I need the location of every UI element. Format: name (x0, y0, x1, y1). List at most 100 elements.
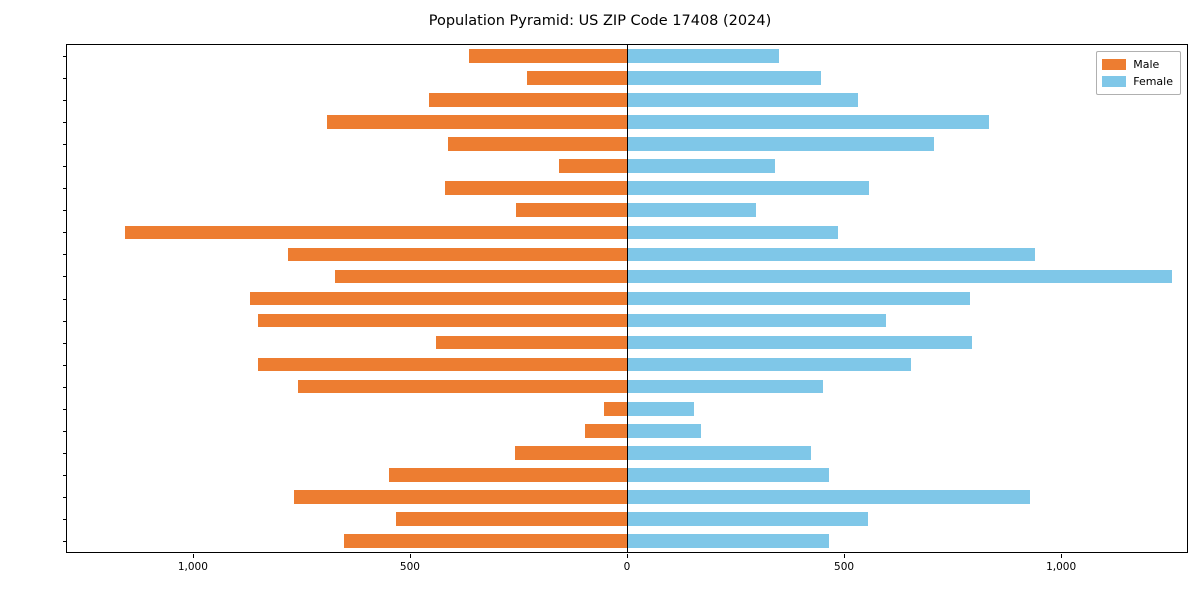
y-axis-tick-mark (63, 100, 67, 102)
y-axis-tick-mark (63, 122, 67, 124)
x-axis-tick-mark (1061, 554, 1063, 558)
bar-row (67, 115, 1187, 129)
bar-female[interactable] (627, 269, 1172, 284)
bar-row (67, 357, 1187, 372)
bar-male[interactable] (444, 181, 627, 196)
bar-row (67, 291, 1187, 306)
bar-row (67, 423, 1187, 438)
bar-row (67, 181, 1187, 196)
bar-female[interactable] (627, 115, 989, 129)
bar-female[interactable] (627, 247, 1036, 262)
y-axis-tick-mark (63, 364, 67, 366)
bar-row (67, 379, 1187, 394)
y-axis-tick-mark (63, 232, 67, 234)
bar-row (67, 512, 1187, 526)
bar-row (67, 225, 1187, 240)
bar-row (67, 203, 1187, 218)
bar-row (67, 534, 1187, 548)
bar-female[interactable] (627, 335, 973, 350)
y-axis-tick-mark (63, 408, 67, 410)
bar-male[interactable] (469, 49, 627, 63)
bar-male[interactable] (343, 534, 627, 548)
bar-female[interactable] (627, 468, 830, 482)
legend-swatch-female (1102, 76, 1127, 87)
x-axis-tick-label: 1,000 (177, 561, 208, 573)
y-axis-tick-mark (63, 276, 67, 278)
bar-male[interactable] (326, 115, 627, 129)
bar-female[interactable] (627, 445, 811, 460)
bar-row (67, 269, 1187, 284)
y-axis-tick-mark (63, 320, 67, 322)
y-axis-tick-mark (63, 166, 67, 168)
x-axis-tick-label: 500 (834, 561, 855, 573)
bar-male[interactable] (515, 445, 627, 460)
bar-female[interactable] (627, 401, 694, 416)
bar-row (67, 445, 1187, 460)
legend-swatch-male (1102, 59, 1127, 70)
bar-female[interactable] (627, 159, 776, 174)
bar-female[interactable] (627, 225, 838, 240)
bar-male[interactable] (396, 512, 627, 526)
bar-row (67, 335, 1187, 350)
legend-item-male[interactable]: Male (1102, 56, 1173, 73)
bar-female[interactable] (627, 71, 822, 85)
bar-female[interactable] (627, 291, 970, 306)
bar-row (67, 247, 1187, 262)
bar-row (67, 313, 1187, 328)
legend-item-female[interactable]: Female (1102, 73, 1173, 90)
y-axis-tick-mark (63, 452, 67, 454)
x-axis-tick-label: 0 (623, 561, 631, 573)
bar-male[interactable] (125, 225, 627, 240)
bar-male[interactable] (257, 313, 627, 328)
bar-male[interactable] (389, 468, 627, 482)
bar-female[interactable] (627, 203, 757, 218)
bar-male[interactable] (287, 247, 627, 262)
y-axis-tick-mark (63, 210, 67, 212)
zero-axis-line (627, 45, 629, 552)
bar-female[interactable] (627, 181, 870, 196)
bar-male[interactable] (603, 401, 627, 416)
bar-male[interactable] (334, 269, 627, 284)
bar-female[interactable] (627, 512, 868, 526)
bar-female[interactable] (627, 379, 824, 394)
bar-male[interactable] (250, 291, 627, 306)
bar-female[interactable] (627, 313, 887, 328)
x-axis-tick-label: 1,000 (1046, 561, 1077, 573)
bar-male[interactable] (516, 203, 627, 218)
bar-row (67, 159, 1187, 174)
y-axis-tick-mark (63, 298, 67, 300)
bar-row (67, 93, 1187, 107)
bar-male[interactable] (298, 379, 627, 394)
y-axis-tick-mark (63, 430, 67, 432)
bar-male[interactable] (447, 137, 627, 152)
y-axis-tick-mark (63, 144, 67, 146)
bar-male[interactable] (527, 71, 627, 85)
y-axis-tick-mark (63, 540, 67, 542)
bar-male[interactable] (428, 93, 627, 107)
bar-male[interactable] (585, 423, 627, 438)
bar-male[interactable] (257, 357, 627, 372)
y-axis-tick-mark (63, 386, 67, 388)
bar-male[interactable] (559, 159, 627, 174)
legend-label-male: Male (1133, 58, 1160, 71)
bar-female[interactable] (627, 137, 934, 152)
legend-label-female: Female (1133, 75, 1173, 88)
bar-male[interactable] (435, 335, 627, 350)
bar-female[interactable] (627, 423, 701, 438)
bar-female[interactable] (627, 93, 858, 107)
bar-female[interactable] (627, 357, 911, 372)
bar-row (67, 137, 1187, 152)
y-axis-tick-mark (63, 474, 67, 476)
bar-row (67, 468, 1187, 482)
y-axis-tick-mark (63, 254, 67, 256)
bar-female[interactable] (627, 534, 830, 548)
x-axis-tick-mark (627, 554, 628, 558)
x-axis-tick-mark (192, 554, 194, 558)
chart-title: Population Pyramid: US ZIP Code 17408 (2… (428, 13, 772, 29)
y-axis-tick-mark (63, 188, 67, 190)
bar-female[interactable] (627, 490, 1030, 504)
bar-male[interactable] (294, 490, 627, 504)
y-axis-tick-mark (63, 342, 67, 344)
bar-female[interactable] (627, 49, 779, 63)
